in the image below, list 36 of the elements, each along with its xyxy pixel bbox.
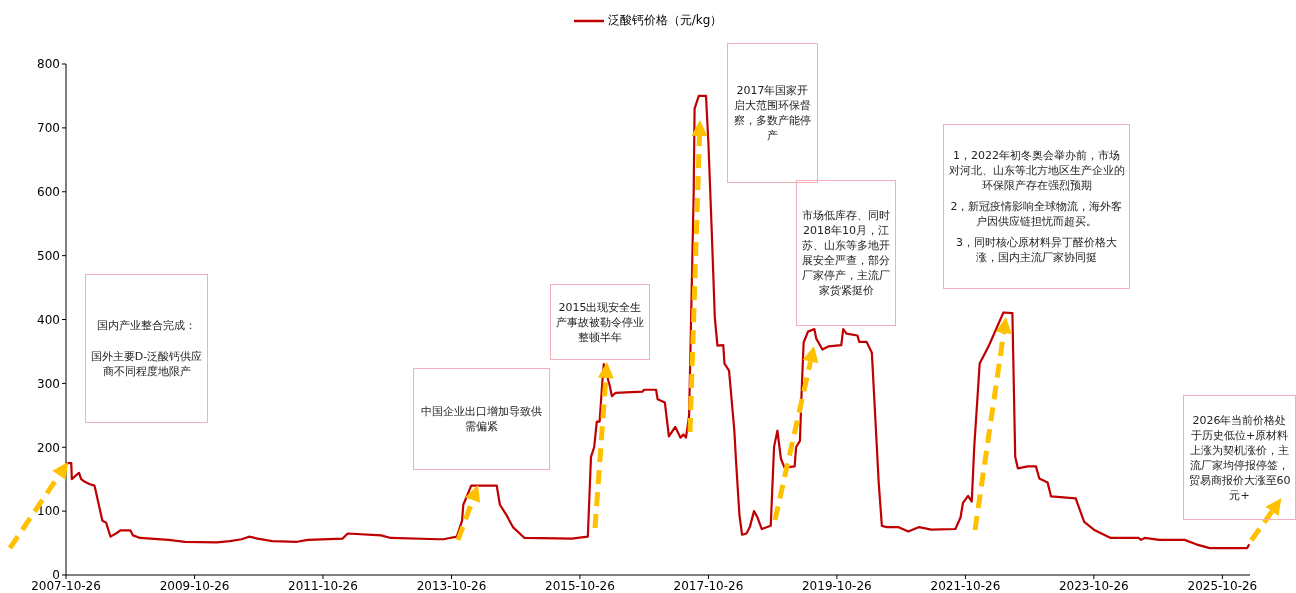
note-box: 2017年国家开启大范围环保督察，多数产能停产 [727,43,818,183]
x-tick-label: 2013-10-26 [416,578,487,593]
annotation: 国内产业整合完成： [97,318,196,333]
y-tick-label: 500 [37,248,60,263]
x-tick-label: 2023-10-26 [1058,578,1129,593]
note-box: 2015出现安全生产事故被勒令停业整顿半年 [550,284,650,360]
x-tick-label: 2025-10-26 [1187,578,1258,593]
x-tick-label: 2009-10-26 [159,578,230,593]
x-tick-label: 2021-10-26 [930,578,1001,593]
note-box: 国内产业整合完成： 国外主要D-泛酸钙供应商不同程度地限产 [85,274,208,423]
note-box: 2026年当前价格处于历史低位+原材料上涨为契机涨价，主流厂家均停报停签，贸易商报价大涨至60元+ [1183,395,1296,520]
note-box: 1，2022年初冬奥会举办前，市场对河北、山东等北方地区生产企业的环保限产存在强烈预期 2，新冠疫情影响全球物流，海外客户因供应链担忧而超买。 3，同时核心原材料异丁醛价格大涨，国内主流厂家协同挺 [943,124,1130,289]
y-tick-label: 600 [37,185,60,200]
y-tick-label: 100 [37,504,60,519]
y-tick-label: 800 [37,57,60,72]
y-tick-label: 300 [37,376,60,391]
x-tick-label: 2015-10-26 [545,578,615,593]
annotation: 2026年当前价格处于历史低位+原材料上涨为契机涨价，主流厂家均停报停签，贸易商报价大涨至60元+ [1188,412,1291,503]
x-tick-label: 2019-10-26 [801,578,872,593]
y-tick-label: 700 [37,121,60,136]
annotation: 2015出现安全生产事故被勒令停业整顿半年 [555,299,645,345]
annotation: 3，同时核心原材料异丁醛价格大涨，国内主流厂家协同挺 [955,235,1118,265]
annotation: 2，新冠疫情影响全球物流，海外客户因供应链担忧而超买。 [949,199,1124,229]
y-tick-label: 200 [37,440,60,455]
x-tick-label: 2011-10-26 [288,578,358,593]
note-box: 中国企业出口增加导致供需偏紧 [413,368,550,470]
annotation: 国外主要D-泛酸钙供应商不同程度地限产 [90,349,203,379]
annotation: 中国企业出口增加导致供需偏紧 [420,404,543,434]
note-box: 市场低库存、同时2018年10月，江苏、山东等多地开展安全严查，部分厂家停产，主流厂家货紧挺价 [796,180,896,326]
y-tick-label: 400 [37,312,60,327]
x-tick-label: 2007-10-26 [31,578,101,593]
annotation: 1，2022年初冬奥会举办前，市场对河北、山东等北方地区生产企业的环保限产存在强烈预期 [948,148,1125,193]
x-tick-label: 2017-10-26 [673,578,744,593]
annotation: 2017年国家开启大范围环保督察，多数产能停产 [733,83,812,143]
legend-label: 泛酸钙价格（元/kg） [607,12,723,29]
annotation: 市场低库存、同时2018年10月，江苏、山东等多地开展安全严查，部分厂家停产，主流厂家货紧挺价 [801,208,891,298]
